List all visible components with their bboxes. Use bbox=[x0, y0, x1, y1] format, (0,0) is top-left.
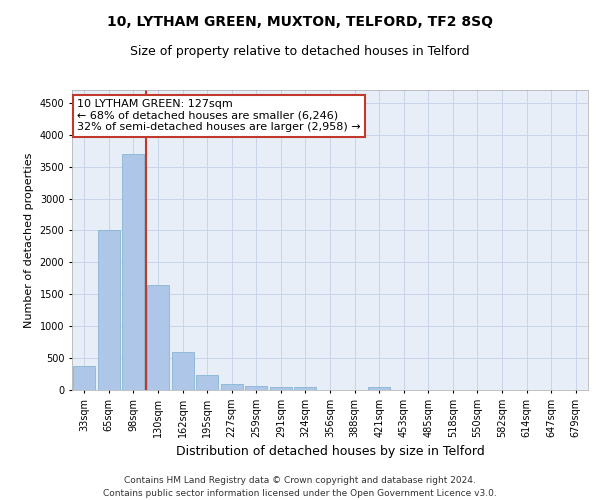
Text: Contains HM Land Registry data © Crown copyright and database right 2024.
Contai: Contains HM Land Registry data © Crown c… bbox=[103, 476, 497, 498]
Y-axis label: Number of detached properties: Number of detached properties bbox=[24, 152, 34, 328]
Bar bbox=[196, 376, 218, 390]
Bar bbox=[295, 388, 316, 390]
Text: 10 LYTHAM GREEN: 127sqm
← 68% of detached houses are smaller (6,246)
32% of semi: 10 LYTHAM GREEN: 127sqm ← 68% of detache… bbox=[77, 99, 361, 132]
Text: 10, LYTHAM GREEN, MUXTON, TELFORD, TF2 8SQ: 10, LYTHAM GREEN, MUXTON, TELFORD, TF2 8… bbox=[107, 15, 493, 29]
X-axis label: Distribution of detached houses by size in Telford: Distribution of detached houses by size … bbox=[176, 446, 484, 458]
Bar bbox=[270, 387, 292, 390]
Bar bbox=[221, 384, 243, 390]
Bar bbox=[245, 386, 268, 390]
Bar bbox=[73, 366, 95, 390]
Bar bbox=[122, 154, 145, 390]
Bar bbox=[98, 230, 120, 390]
Bar bbox=[147, 286, 169, 390]
Bar bbox=[172, 352, 194, 390]
Bar bbox=[368, 387, 390, 390]
Text: Size of property relative to detached houses in Telford: Size of property relative to detached ho… bbox=[130, 45, 470, 58]
